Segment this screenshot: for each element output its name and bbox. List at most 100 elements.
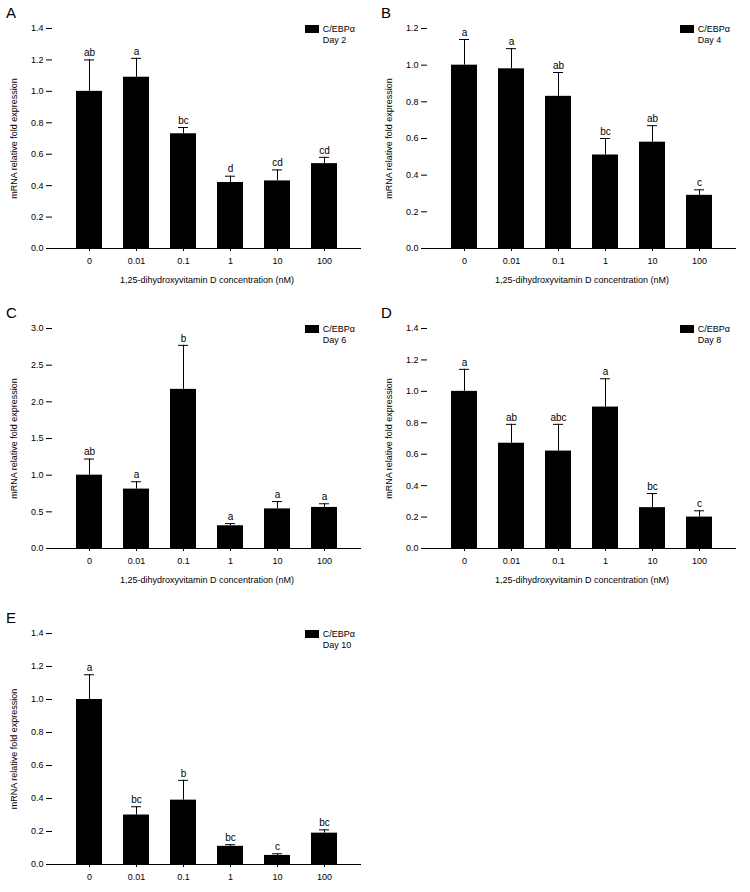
svg-text:0.6: 0.6 xyxy=(31,149,44,159)
svg-text:1.0: 1.0 xyxy=(406,60,419,70)
svg-text:0: 0 xyxy=(87,872,92,882)
svg-text:1: 1 xyxy=(603,256,608,266)
svg-text:a: a xyxy=(462,27,468,38)
svg-text:bc: bc xyxy=(647,481,658,492)
svg-text:1.0: 1.0 xyxy=(31,694,44,704)
svg-text:bc: bc xyxy=(225,832,236,843)
svg-text:0.6: 0.6 xyxy=(406,133,419,143)
svg-text:0.6: 0.6 xyxy=(406,449,419,459)
svg-text:0.8: 0.8 xyxy=(31,727,44,737)
svg-text:bc: bc xyxy=(319,817,330,828)
svg-text:10: 10 xyxy=(272,256,282,266)
svg-text:1.5: 1.5 xyxy=(31,433,44,443)
svg-text:100: 100 xyxy=(692,556,707,566)
svg-text:0.8: 0.8 xyxy=(31,118,44,128)
svg-text:a: a xyxy=(509,36,515,47)
svg-text:2.0: 2.0 xyxy=(31,397,44,407)
svg-text:0.5: 0.5 xyxy=(31,507,44,517)
svg-text:1.2: 1.2 xyxy=(31,55,44,65)
svg-text:ab: ab xyxy=(84,446,96,457)
svg-text:0.6: 0.6 xyxy=(31,760,44,770)
svg-text:1: 1 xyxy=(228,256,233,266)
svg-text:0.8: 0.8 xyxy=(406,418,419,428)
svg-text:1.0: 1.0 xyxy=(31,470,44,480)
svg-text:1,25-dihydroxyvitamin D concen: 1,25-dihydroxyvitamin D concentration (n… xyxy=(120,275,294,285)
svg-text:b: b xyxy=(181,768,187,779)
svg-text:0.0: 0.0 xyxy=(406,243,419,253)
svg-text:1,25-dihydroxyvitamin D concen: 1,25-dihydroxyvitamin D concentration (n… xyxy=(495,575,669,585)
svg-text:a: a xyxy=(462,357,468,368)
svg-text:mRNA relative fold expression: mRNA relative fold expression xyxy=(384,78,394,199)
svg-text:c: c xyxy=(697,498,702,509)
svg-text:0.0: 0.0 xyxy=(31,243,44,253)
svg-text:abc: abc xyxy=(550,412,566,423)
svg-text:a: a xyxy=(134,46,140,57)
svg-text:0: 0 xyxy=(462,256,467,266)
svg-text:0.4: 0.4 xyxy=(31,793,44,803)
svg-text:0: 0 xyxy=(87,256,92,266)
svg-text:0.2: 0.2 xyxy=(406,512,419,522)
svg-text:a: a xyxy=(134,469,140,480)
svg-text:10: 10 xyxy=(647,556,657,566)
svg-text:0.4: 0.4 xyxy=(31,181,44,191)
svg-text:a: a xyxy=(228,511,234,522)
svg-text:mRNA relative fold expression: mRNA relative fold expression xyxy=(384,378,394,499)
svg-text:ab: ab xyxy=(553,60,565,71)
svg-text:c: c xyxy=(275,841,280,852)
svg-text:a: a xyxy=(322,491,328,502)
svg-text:100: 100 xyxy=(317,556,332,566)
svg-text:0.01: 0.01 xyxy=(503,256,521,266)
svg-text:10: 10 xyxy=(272,872,282,882)
svg-text:0.01: 0.01 xyxy=(503,556,521,566)
svg-text:0.8: 0.8 xyxy=(406,97,419,107)
svg-text:0.01: 0.01 xyxy=(128,556,146,566)
svg-text:0.4: 0.4 xyxy=(406,170,419,180)
svg-text:1.2: 1.2 xyxy=(31,661,44,671)
svg-text:0.1: 0.1 xyxy=(552,256,565,266)
svg-text:1.2: 1.2 xyxy=(406,355,419,365)
svg-text:cd: cd xyxy=(272,157,283,168)
svg-text:1.0: 1.0 xyxy=(406,386,419,396)
svg-text:0.1: 0.1 xyxy=(177,256,190,266)
svg-text:0: 0 xyxy=(87,556,92,566)
svg-text:a: a xyxy=(603,366,609,377)
svg-text:0.1: 0.1 xyxy=(177,556,190,566)
svg-text:1,25-dihydroxyvitamin D concen: 1,25-dihydroxyvitamin D concentration (n… xyxy=(120,575,294,585)
svg-text:b: b xyxy=(181,333,187,344)
svg-text:1: 1 xyxy=(228,556,233,566)
svg-text:0: 0 xyxy=(462,556,467,566)
svg-text:2.5: 2.5 xyxy=(31,360,44,370)
svg-text:mRNA relative fold expression: mRNA relative fold expression xyxy=(9,78,19,199)
svg-text:0.01: 0.01 xyxy=(128,872,146,882)
svg-text:ab: ab xyxy=(506,412,518,423)
svg-text:cd: cd xyxy=(319,145,330,156)
svg-text:1.4: 1.4 xyxy=(31,628,44,638)
svg-text:mRNA relative fold expression: mRNA relative fold expression xyxy=(9,689,19,810)
svg-text:10: 10 xyxy=(647,256,657,266)
svg-text:100: 100 xyxy=(692,256,707,266)
svg-text:0.1: 0.1 xyxy=(177,872,190,882)
svg-text:ab: ab xyxy=(84,47,96,58)
svg-text:1.4: 1.4 xyxy=(31,23,44,33)
svg-text:3.0: 3.0 xyxy=(31,323,44,333)
svg-text:0.4: 0.4 xyxy=(406,481,419,491)
svg-text:a: a xyxy=(87,662,93,673)
svg-text:bc: bc xyxy=(131,794,142,805)
svg-text:1,25-dihydroxyvitamin D concen: 1,25-dihydroxyvitamin D concentration (n… xyxy=(495,275,669,285)
svg-text:0.01: 0.01 xyxy=(128,256,146,266)
svg-text:0.2: 0.2 xyxy=(31,826,44,836)
svg-text:100: 100 xyxy=(317,872,332,882)
svg-text:ab: ab xyxy=(647,113,659,124)
svg-text:c: c xyxy=(697,177,702,188)
svg-text:mRNA relative fold expression: mRNA relative fold expression xyxy=(9,378,19,499)
svg-text:0.0: 0.0 xyxy=(406,543,419,553)
svg-text:1: 1 xyxy=(603,556,608,566)
svg-text:0.1: 0.1 xyxy=(552,556,565,566)
svg-text:a: a xyxy=(275,489,281,500)
svg-text:1.2: 1.2 xyxy=(406,23,419,33)
svg-text:d: d xyxy=(228,163,234,174)
svg-text:1: 1 xyxy=(228,872,233,882)
svg-text:0.2: 0.2 xyxy=(406,207,419,217)
svg-text:10: 10 xyxy=(272,556,282,566)
svg-text:bc: bc xyxy=(600,126,611,137)
